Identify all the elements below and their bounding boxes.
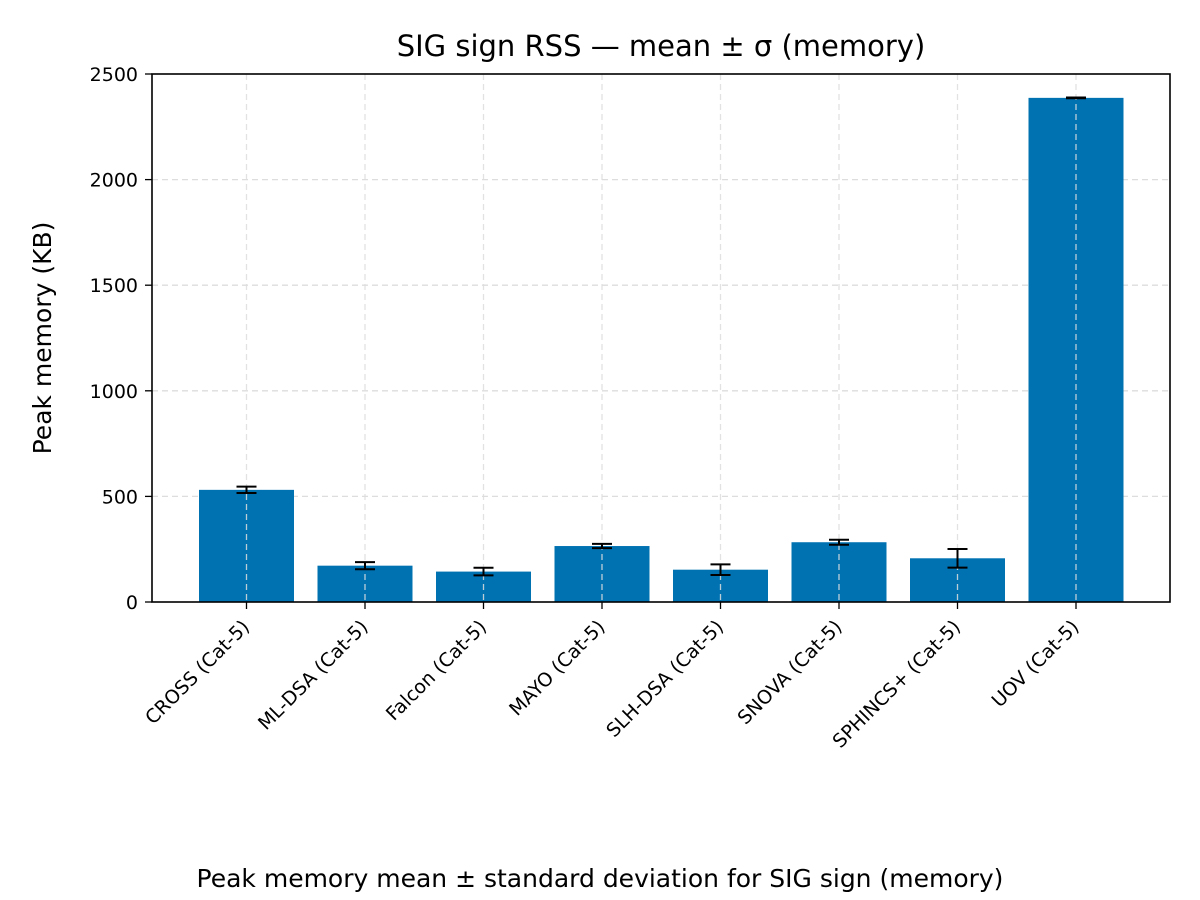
x-tick-label: SNOVA (Cat-5) (734, 616, 847, 729)
chart-title: SIG sign RSS — mean ± σ (memory) (397, 29, 926, 63)
figure-caption: Peak memory mean ± standard deviation fo… (196, 864, 1004, 893)
x-axis-ticks: CROSS (Cat-5) ML-DSA (Cat-5) Falcon (Cat-5… (141, 602, 1084, 753)
x-tick-label: CROSS (Cat-5) (141, 616, 254, 729)
y-tick-label: 2000 (90, 170, 138, 192)
x-tick-label: Falcon (Cat-5) (382, 616, 491, 725)
error-bars (236, 74, 1086, 602)
grid-lines (152, 73, 1170, 603)
y-tick-label: 1500 (90, 275, 138, 297)
y-axis-ticks: 0 500 1000 1500 2000 2500 (90, 64, 152, 614)
x-tick-label: ML-DSA (Cat-5) (254, 616, 373, 735)
x-tick-label: SPHINCS+ (Cat-5) (829, 616, 966, 753)
y-tick-label: 500 (102, 486, 138, 508)
y-axis-label: Peak memory (KB) (28, 222, 57, 455)
x-tick-label: SLH-DSA (Cat-5) (602, 616, 728, 742)
y-tick-label: 2500 (90, 64, 138, 86)
x-tick-label: MAYO (Cat-5) (505, 616, 609, 720)
y-tick-label: 0 (126, 592, 138, 614)
bars (199, 97, 1124, 602)
bar (791, 542, 887, 602)
y-tick-label: 1000 (90, 381, 138, 403)
plot-frame (151, 73, 1171, 603)
x-tick-label: UOV (Cat-5) (988, 616, 1084, 712)
